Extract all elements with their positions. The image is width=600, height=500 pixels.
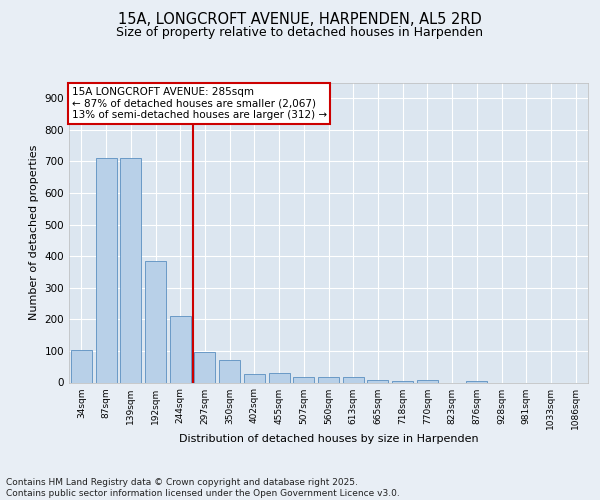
Bar — [219, 360, 240, 382]
Bar — [318, 377, 339, 382]
Text: 15A LONGCROFT AVENUE: 285sqm
← 87% of detached houses are smaller (2,067)
13% of: 15A LONGCROFT AVENUE: 285sqm ← 87% of de… — [71, 87, 327, 120]
Bar — [95, 158, 116, 382]
Text: Contains HM Land Registry data © Crown copyright and database right 2025.
Contai: Contains HM Land Registry data © Crown c… — [6, 478, 400, 498]
Bar — [120, 158, 141, 382]
Bar — [71, 350, 92, 382]
Y-axis label: Number of detached properties: Number of detached properties — [29, 145, 39, 320]
Bar — [466, 381, 487, 382]
Text: Size of property relative to detached houses in Harpenden: Size of property relative to detached ho… — [116, 26, 484, 39]
X-axis label: Distribution of detached houses by size in Harpenden: Distribution of detached houses by size … — [179, 434, 478, 444]
Bar — [170, 316, 191, 382]
Bar — [145, 261, 166, 382]
Text: 15A, LONGCROFT AVENUE, HARPENDEN, AL5 2RD: 15A, LONGCROFT AVENUE, HARPENDEN, AL5 2R… — [118, 12, 482, 28]
Bar — [244, 374, 265, 382]
Bar — [417, 380, 438, 382]
Bar — [343, 377, 364, 382]
Bar — [269, 373, 290, 382]
Bar — [392, 380, 413, 382]
Bar — [367, 380, 388, 382]
Bar — [194, 352, 215, 382]
Bar — [293, 377, 314, 382]
